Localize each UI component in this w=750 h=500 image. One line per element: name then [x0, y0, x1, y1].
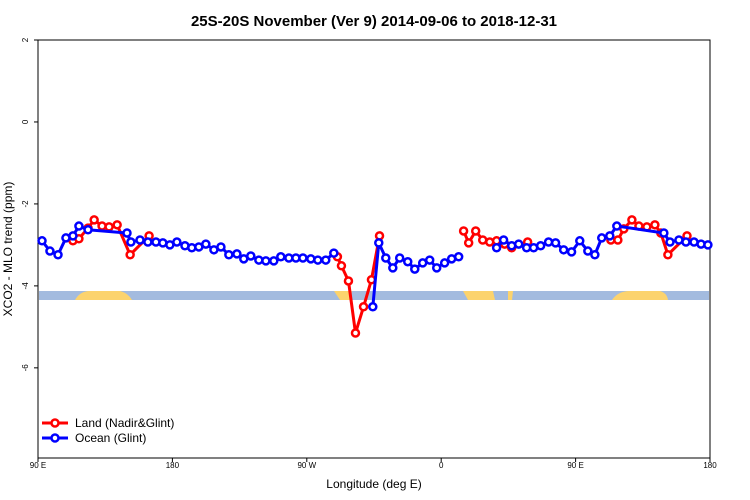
- y-tick-label: -4: [21, 282, 30, 290]
- legend-marker: [50, 433, 60, 443]
- point: [172, 237, 182, 247]
- legend-marker: [50, 418, 60, 428]
- point: [575, 236, 585, 246]
- point: [491, 243, 502, 253]
- x-axis-label: Longitude (deg E): [326, 477, 421, 491]
- point: [650, 220, 660, 230]
- point: [605, 231, 615, 241]
- point: [201, 239, 211, 249]
- point: [53, 249, 63, 260]
- point: [453, 252, 464, 262]
- land-band: [508, 291, 513, 300]
- chart-title: 25S-20S November (Ver 9) 2014-09-06 to 2…: [191, 13, 557, 30]
- point: [596, 233, 607, 243]
- point: [470, 226, 481, 236]
- point: [232, 249, 242, 259]
- legend-label: Ocean (Glint): [75, 431, 146, 445]
- point: [83, 224, 93, 235]
- point: [665, 237, 675, 247]
- point: [458, 226, 469, 236]
- point: [298, 253, 308, 263]
- point: [498, 235, 509, 245]
- x-tick-label: 0: [439, 461, 444, 470]
- point: [463, 238, 474, 248]
- x-tick-label: 90 W: [297, 461, 316, 470]
- point: [368, 302, 378, 312]
- point: [410, 264, 420, 274]
- point: [558, 245, 569, 255]
- point: [513, 239, 524, 249]
- point: [126, 237, 136, 247]
- point: [321, 255, 331, 265]
- point: [74, 221, 84, 231]
- land-band: [612, 291, 668, 300]
- point: [246, 251, 256, 261]
- point: [37, 236, 47, 246]
- y-tick-label: 2: [21, 37, 30, 42]
- x-tick-label: 90 E: [567, 461, 583, 470]
- point: [261, 256, 271, 266]
- point: [627, 215, 637, 225]
- point: [681, 237, 691, 247]
- x-tick-label: 180: [166, 461, 180, 470]
- point: [394, 253, 405, 263]
- land-band: [334, 291, 352, 300]
- point: [388, 263, 398, 273]
- point: [329, 248, 339, 258]
- point: [313, 255, 323, 265]
- point: [402, 256, 413, 267]
- point: [590, 249, 600, 260]
- point: [112, 220, 122, 230]
- point: [613, 235, 623, 245]
- point: [45, 246, 55, 256]
- point: [663, 249, 673, 260]
- point: [583, 246, 593, 256]
- point: [122, 228, 132, 238]
- land-band: [463, 291, 495, 300]
- point: [68, 231, 78, 241]
- point: [216, 242, 226, 252]
- point: [703, 240, 713, 250]
- point: [89, 215, 99, 225]
- point: [125, 249, 135, 260]
- y-tick-label: 0: [21, 119, 30, 124]
- point: [343, 276, 354, 286]
- point: [276, 252, 286, 262]
- point: [424, 255, 435, 265]
- point: [381, 253, 391, 263]
- point: [566, 247, 577, 257]
- legend-label: Land (Nadir&Glint): [75, 416, 174, 430]
- point: [358, 302, 369, 312]
- point: [374, 238, 384, 248]
- x-tick-label: 90 E: [30, 461, 46, 470]
- point: [612, 221, 622, 231]
- point: [350, 328, 361, 338]
- point: [135, 235, 145, 245]
- x-tick-label: 180: [703, 461, 717, 470]
- y-tick-label: -6: [21, 364, 30, 372]
- y-axis-label: XCO2 - MLO trend (ppm): [1, 182, 15, 317]
- land-band: [75, 291, 132, 300]
- point: [431, 263, 442, 273]
- point: [143, 237, 153, 247]
- point: [224, 249, 234, 260]
- point: [104, 222, 114, 232]
- point: [439, 258, 450, 268]
- y-tick-label: -2: [21, 200, 30, 208]
- point: [535, 240, 546, 251]
- point: [550, 238, 561, 248]
- point: [269, 256, 279, 266]
- point: [336, 261, 347, 271]
- plot-frame: [37, 39, 711, 459]
- point: [659, 228, 669, 238]
